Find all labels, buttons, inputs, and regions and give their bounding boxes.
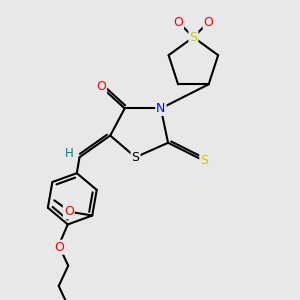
- Text: O: O: [64, 206, 74, 218]
- Text: S: S: [131, 151, 140, 164]
- Text: S: S: [189, 31, 197, 44]
- Text: O: O: [55, 241, 64, 254]
- Text: O: O: [204, 16, 214, 28]
- Text: O: O: [96, 80, 106, 93]
- Text: S: S: [200, 154, 208, 167]
- Text: O: O: [173, 16, 183, 28]
- Text: H: H: [65, 147, 74, 160]
- Text: N: N: [156, 102, 166, 115]
